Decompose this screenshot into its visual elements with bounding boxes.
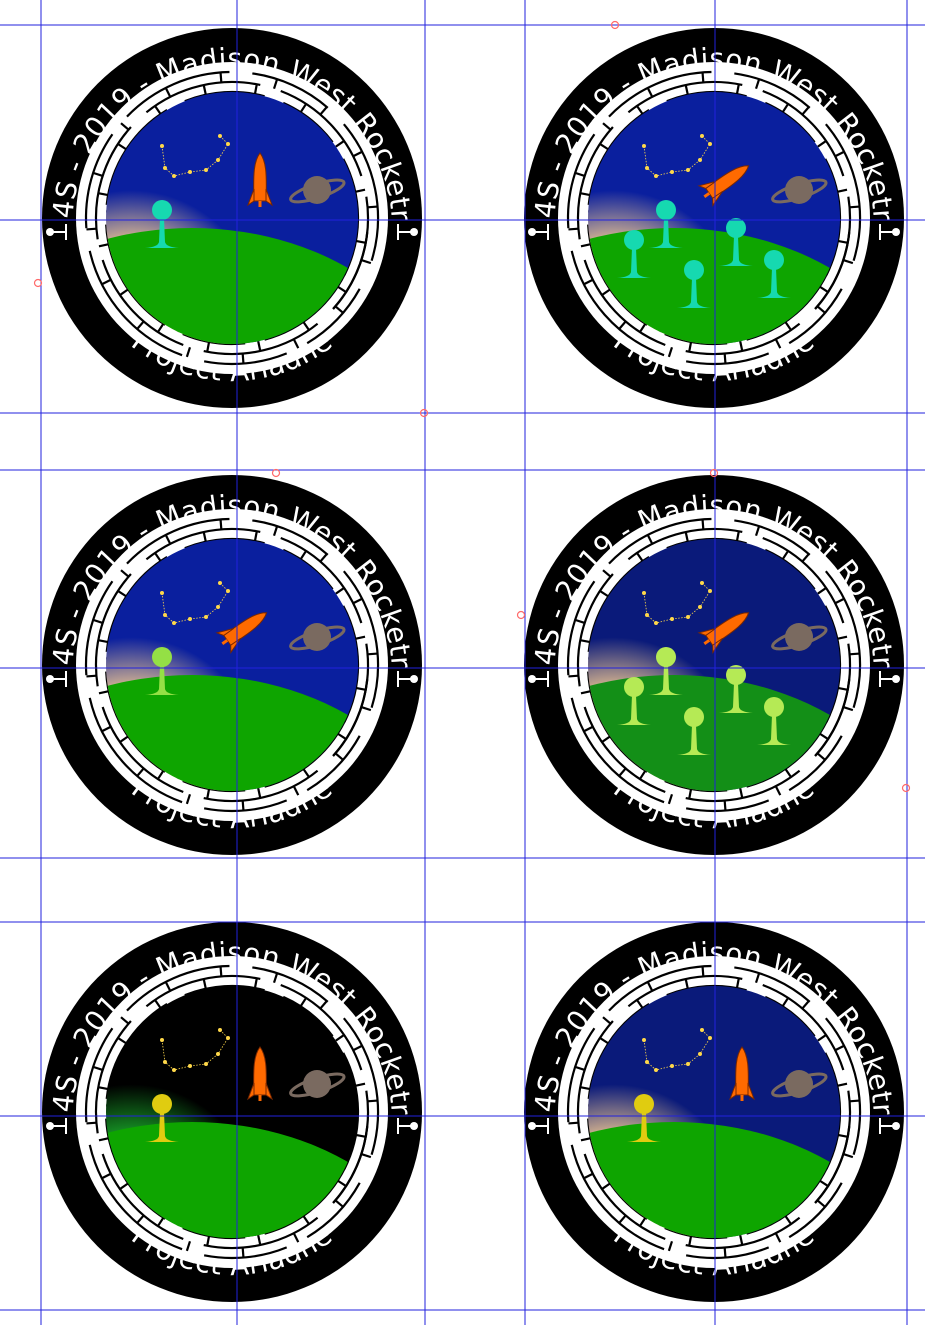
- ariadne-thread-icon: [46, 671, 67, 687]
- ariadne-thread-icon: [528, 1118, 549, 1134]
- alien-plant-icon: [145, 200, 179, 248]
- saturn-planet-icon: [771, 176, 828, 204]
- ariadne-thread-icon: [46, 224, 67, 240]
- ariadne-thread-icon: [397, 671, 418, 687]
- guide-anchor-marker[interactable]: [709, 468, 719, 478]
- constellation-icon: [160, 1028, 230, 1072]
- rocket-icon: [246, 1046, 274, 1101]
- alien-plant-icon: [677, 260, 711, 308]
- rocket-icon: [697, 612, 750, 655]
- alien-plant-icon: [649, 200, 683, 248]
- alien-plant-icon: [617, 230, 651, 278]
- saturn-planet-icon: [289, 623, 346, 651]
- rocket-icon: [215, 612, 268, 655]
- rocket-icon: [246, 152, 274, 207]
- constellation-icon: [160, 134, 230, 178]
- constellation-icon: [642, 1028, 712, 1072]
- ariadne-thread-icon: [397, 1118, 418, 1134]
- alien-plant-icon: [757, 697, 791, 745]
- alien-plant-icon: [719, 218, 753, 266]
- ariadne-thread-icon: [879, 224, 900, 240]
- alien-plant-icon: [145, 1094, 179, 1142]
- alien-plant-icon: [145, 647, 179, 695]
- guide-anchor-marker[interactable]: [271, 468, 281, 478]
- ariadne-thread-icon: [879, 1118, 900, 1134]
- saturn-planet-icon: [289, 176, 346, 204]
- ariadne-thread-icon: [46, 1118, 67, 1134]
- ariadne-thread-icon: [528, 671, 549, 687]
- alien-plant-icon: [617, 677, 651, 725]
- alien-plant-icon: [719, 665, 753, 713]
- rocket-icon: [697, 165, 750, 208]
- constellation-icon: [160, 581, 230, 625]
- guide-anchor-marker[interactable]: [516, 610, 526, 620]
- guide-anchor-marker[interactable]: [610, 20, 620, 30]
- rocket-icon: [728, 1046, 756, 1101]
- ariadne-thread-icon: [397, 224, 418, 240]
- guide-anchor-marker[interactable]: [419, 408, 429, 418]
- alien-plant-icon: [649, 647, 683, 695]
- constellation-icon: [642, 134, 712, 178]
- saturn-planet-icon: [289, 1070, 346, 1098]
- saturn-planet-icon: [771, 1070, 828, 1098]
- guide-anchor-marker[interactable]: [33, 278, 43, 288]
- alien-plant-icon: [627, 1094, 661, 1142]
- ariadne-thread-icon: [879, 671, 900, 687]
- alien-plant-icon: [677, 707, 711, 755]
- alien-plant-icon: [757, 250, 791, 298]
- constellation-icon: [642, 581, 712, 625]
- guide-anchor-marker[interactable]: [901, 783, 911, 793]
- saturn-planet-icon: [771, 623, 828, 651]
- ariadne-thread-icon: [528, 224, 549, 240]
